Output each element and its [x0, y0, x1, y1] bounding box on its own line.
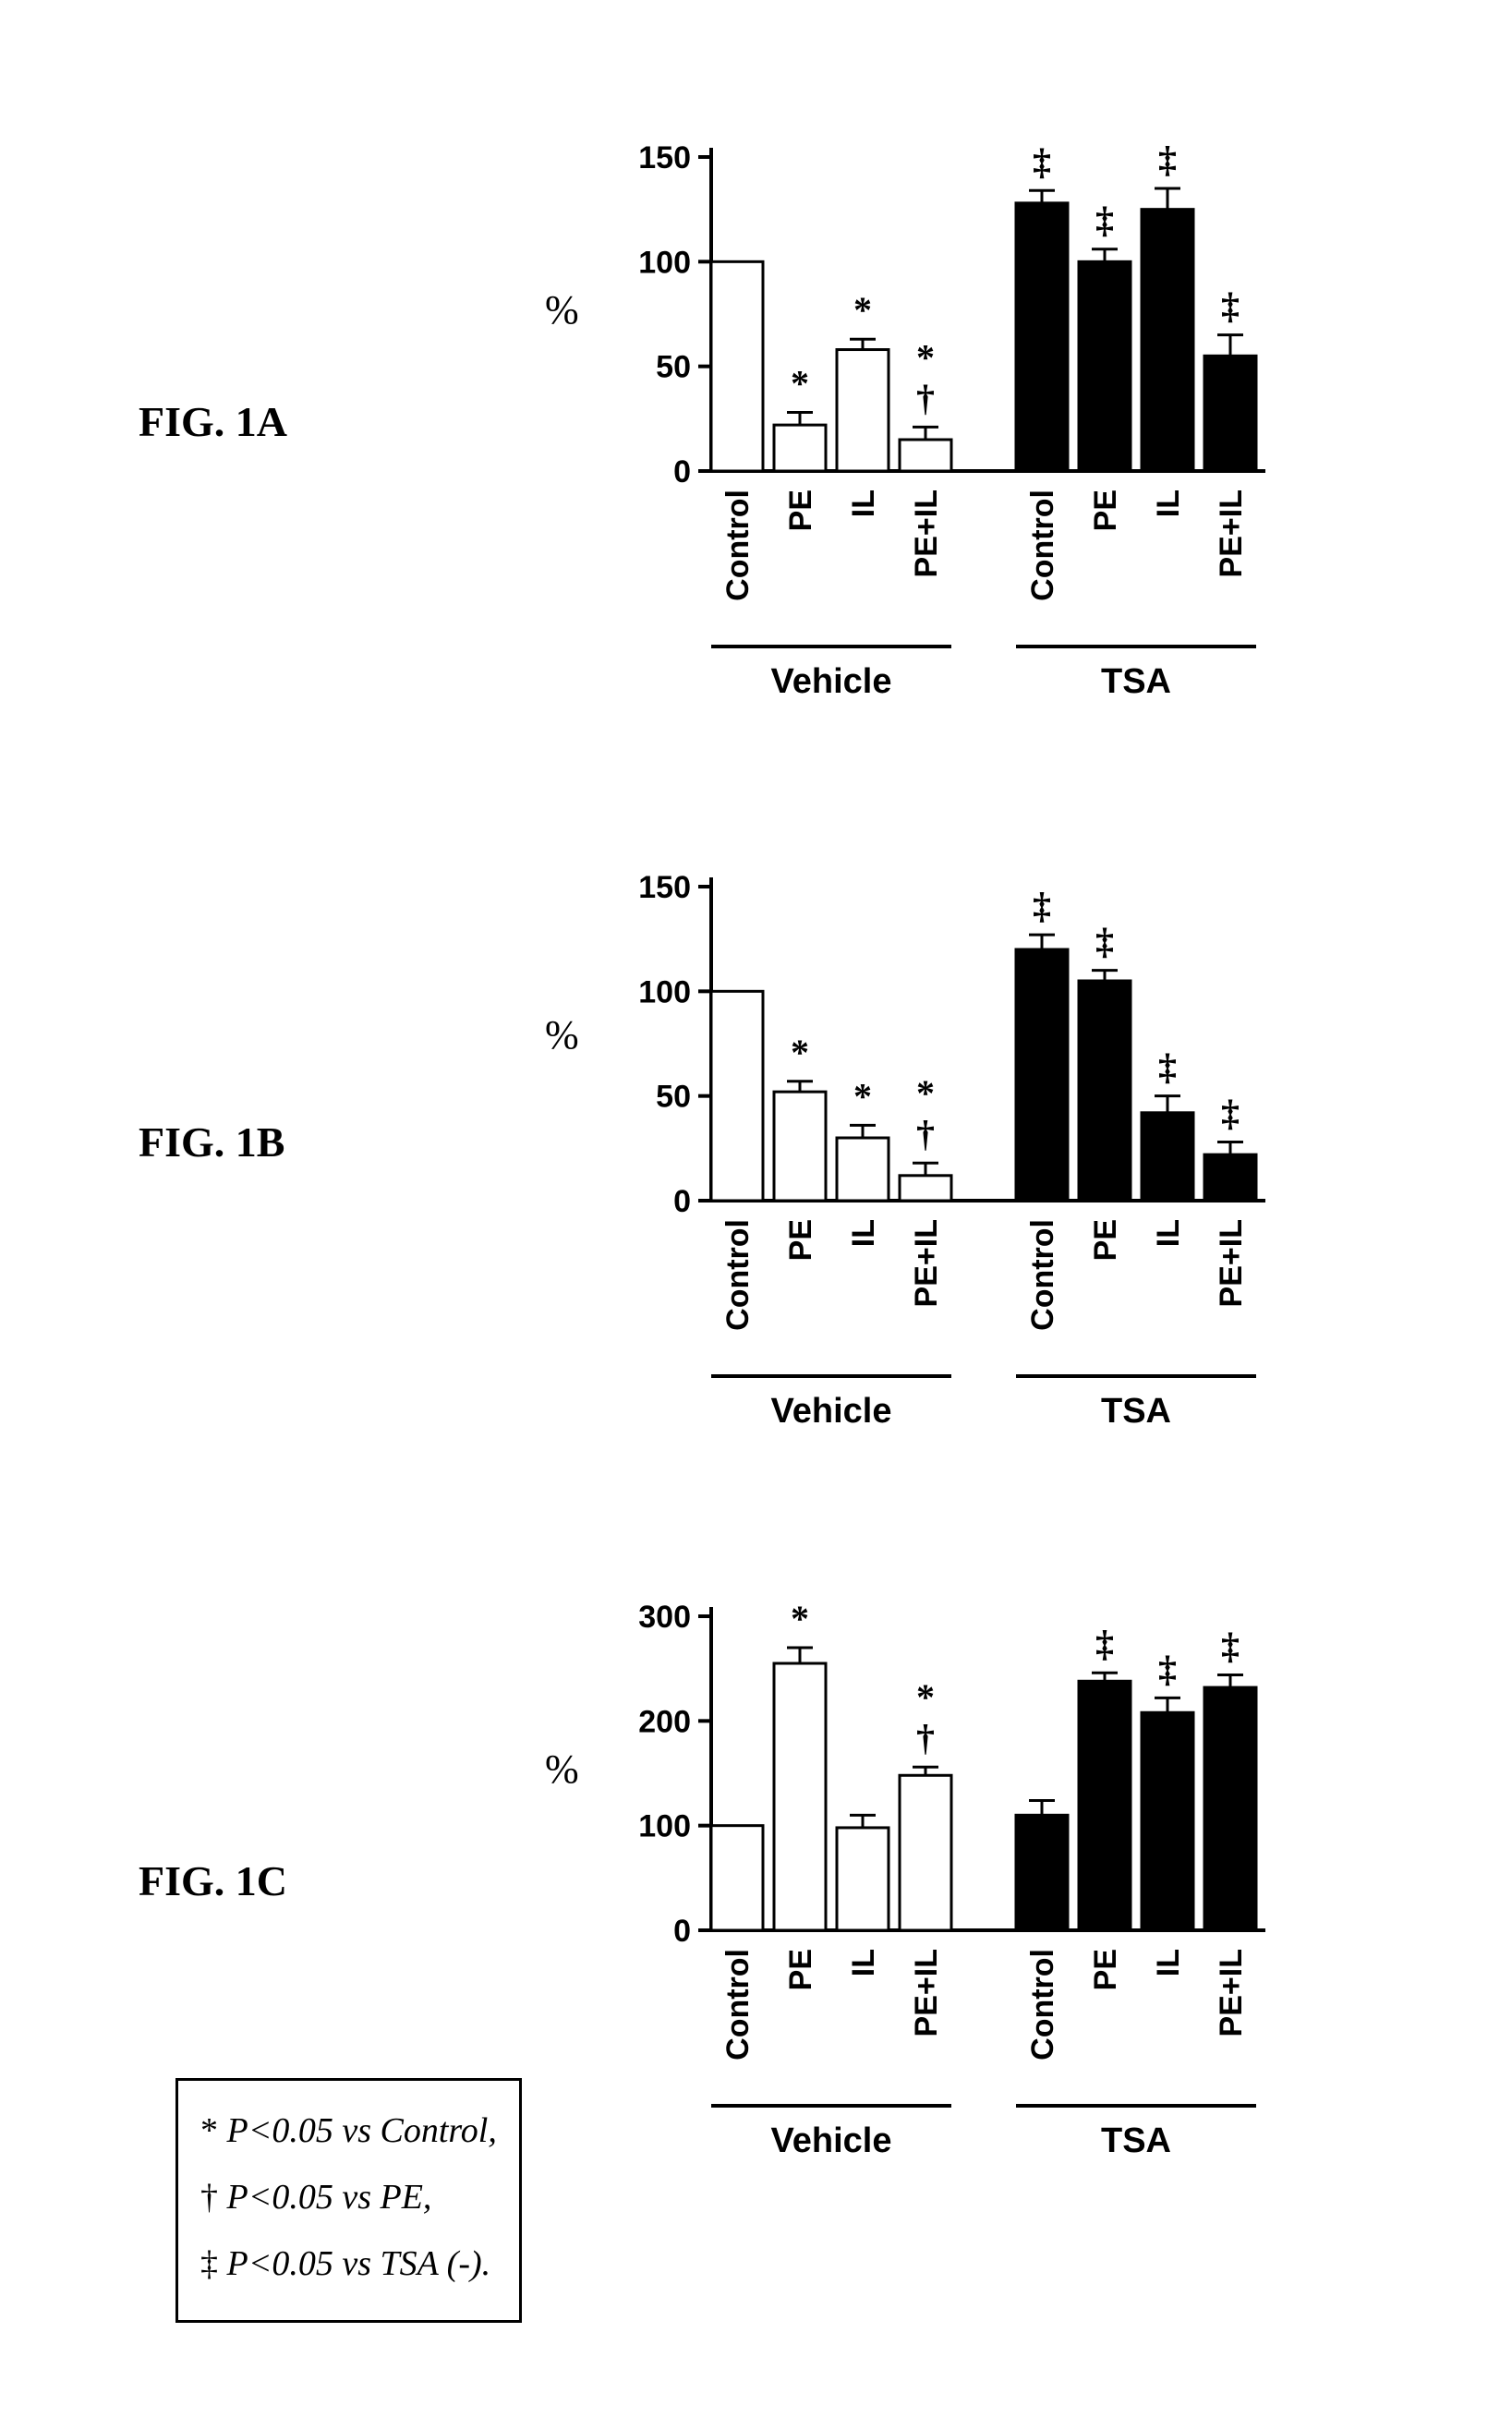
svg-text:PE+IL: PE+IL — [1214, 1949, 1249, 2036]
svg-text:150: 150 — [638, 870, 691, 905]
svg-text:IL: IL — [846, 1949, 881, 1976]
svg-text:300: 300 — [638, 1600, 691, 1635]
svg-text:PE+IL: PE+IL — [909, 489, 944, 577]
fig-1b-label: FIG. 1B — [139, 1118, 284, 1166]
svg-text:TSA: TSA — [1101, 1392, 1171, 1431]
svg-text:IL: IL — [1151, 489, 1186, 517]
svg-text:IL: IL — [846, 489, 881, 517]
svg-text:100: 100 — [638, 245, 691, 280]
svg-text:Control: Control — [720, 1949, 756, 2060]
svg-text:‡: ‡ — [1158, 1648, 1177, 1689]
svg-text:PE+IL: PE+IL — [909, 1219, 944, 1307]
svg-text:‡: ‡ — [1158, 1046, 1177, 1088]
svg-text:*: * — [916, 1072, 935, 1114]
svg-text:*: * — [916, 336, 935, 378]
svg-text:*: * — [791, 363, 809, 405]
svg-text:Vehicle: Vehicle — [771, 1392, 892, 1431]
svg-text:0: 0 — [673, 454, 691, 489]
svg-text:*: * — [853, 289, 872, 331]
svg-text:*: * — [791, 1032, 809, 1073]
svg-text:Control: Control — [1025, 489, 1060, 601]
fig-1b-chart: 050100150***†‡‡‡‡ControlPEILPE+ILVehicle… — [610, 804, 1293, 1468]
legend-text-2: P<0.05 vs PE, — [218, 2178, 431, 2217]
svg-text:Control: Control — [1025, 1949, 1060, 2060]
svg-text:100: 100 — [638, 974, 691, 1009]
svg-text:150: 150 — [638, 140, 691, 175]
legend-sym-1: * — [200, 2111, 218, 2150]
svg-text:0: 0 — [673, 1914, 691, 1949]
svg-text:Control: Control — [720, 1219, 756, 1331]
legend-text-3: P<0.05 vs TSA (-). — [218, 2244, 490, 2283]
svg-text:PE: PE — [1088, 1219, 1123, 1261]
legend-sym-3: ‡ — [200, 2244, 218, 2283]
fig-1c-ylabel: % — [545, 1746, 579, 1793]
fig-1a-ylabel: % — [545, 286, 579, 333]
legend-line-1: * P<0.05 vs Control, — [200, 2097, 497, 2164]
svg-text:‡: ‡ — [1033, 885, 1051, 926]
svg-text:TSA: TSA — [1101, 2121, 1171, 2160]
svg-text:100: 100 — [638, 1809, 691, 1844]
svg-text:PE: PE — [1088, 1949, 1123, 1990]
svg-text:*: * — [791, 1598, 809, 1639]
svg-text:*: * — [916, 1676, 935, 1718]
svg-text:†: † — [916, 1113, 935, 1154]
svg-text:Control: Control — [720, 489, 756, 601]
svg-text:PE: PE — [1088, 489, 1123, 531]
fig-1a-label: FIG. 1A — [139, 397, 287, 446]
svg-text:0: 0 — [673, 1184, 691, 1219]
svg-text:IL: IL — [846, 1219, 881, 1247]
svg-text:‡: ‡ — [1221, 1093, 1240, 1134]
svg-text:TSA: TSA — [1101, 662, 1171, 701]
fig-1a-chart: 050100150***†‡‡‡‡ControlPEILPE+ILVehicle… — [610, 74, 1293, 739]
fig-1c-chart: 0100200300**†‡‡‡ControlPEILPE+ILVehicleC… — [610, 1533, 1293, 2198]
svg-text:Vehicle: Vehicle — [771, 662, 892, 701]
svg-text:50: 50 — [656, 350, 691, 385]
svg-text:PE: PE — [783, 1949, 818, 1990]
svg-text:IL: IL — [1151, 1949, 1186, 1976]
svg-text:‡: ‡ — [1095, 1623, 1114, 1664]
svg-text:PE: PE — [783, 1219, 818, 1261]
fig-1b-ylabel: % — [545, 1011, 579, 1058]
svg-text:Vehicle: Vehicle — [771, 2121, 892, 2160]
svg-text:‡: ‡ — [1095, 921, 1114, 962]
svg-text:50: 50 — [656, 1080, 691, 1115]
svg-text:‡: ‡ — [1221, 1625, 1240, 1666]
legend-text-1: P<0.05 vs Control, — [218, 2111, 497, 2150]
svg-text:‡: ‡ — [1095, 199, 1114, 241]
svg-text:PE+IL: PE+IL — [909, 1949, 944, 2036]
page: FIG. 1A % 050100150***†‡‡‡‡ControlPEILPE… — [0, 0, 1512, 2417]
svg-text:†: † — [916, 1717, 935, 1758]
svg-text:‡: ‡ — [1221, 285, 1240, 327]
legend-line-2: † P<0.05 vs PE, — [200, 2164, 497, 2230]
legend-sym-2: † — [200, 2178, 218, 2217]
svg-text:IL: IL — [1151, 1219, 1186, 1247]
fig-1c-label: FIG. 1C — [139, 1856, 287, 1905]
svg-text:Control: Control — [1025, 1219, 1060, 1331]
svg-text:PE: PE — [783, 489, 818, 531]
svg-text:*: * — [853, 1075, 872, 1117]
legend-line-3: ‡ P<0.05 vs TSA (-). — [200, 2230, 497, 2297]
svg-text:‡: ‡ — [1158, 139, 1177, 180]
significance-legend: * P<0.05 vs Control, † P<0.05 vs PE, ‡ P… — [175, 2078, 522, 2323]
svg-text:PE+IL: PE+IL — [1214, 1219, 1249, 1307]
svg-text:‡: ‡ — [1033, 140, 1051, 182]
svg-text:†: † — [916, 377, 935, 418]
svg-text:200: 200 — [638, 1704, 691, 1739]
svg-text:PE+IL: PE+IL — [1214, 489, 1249, 577]
